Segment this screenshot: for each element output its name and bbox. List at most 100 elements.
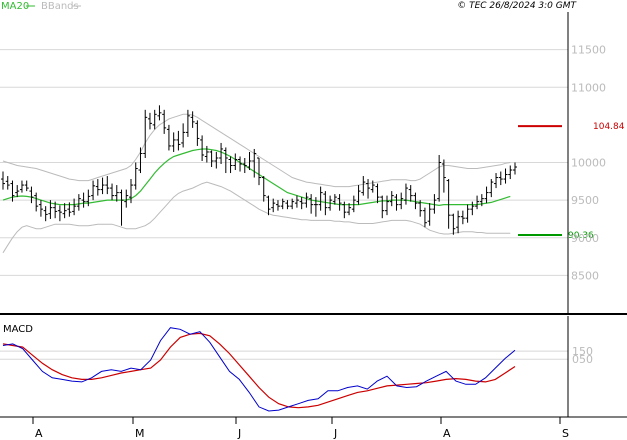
- price-bar: [394, 194, 399, 211]
- price-bar: [176, 130, 181, 151]
- price-bar: [380, 195, 385, 219]
- price-bar: [223, 147, 228, 174]
- ma20-line: [2, 148, 511, 207]
- price-gridlines: [0, 49, 568, 276]
- price-bar: [475, 195, 480, 210]
- x-tick-label: M: [135, 427, 145, 440]
- price-bar: [257, 157, 261, 186]
- price-bar: [465, 204, 470, 223]
- price-bar: [143, 109, 148, 158]
- x-tick-label: J: [333, 427, 337, 440]
- price-bar: [171, 132, 176, 152]
- price-bar: [451, 213, 456, 235]
- price-y-tick-label: 10000: [571, 157, 606, 170]
- price-bar: [413, 192, 418, 210]
- price-bar: [100, 177, 105, 195]
- price-y-tick-label: 11500: [571, 44, 606, 57]
- price-bar: [280, 198, 285, 210]
- macd-y-tick-label: 050: [572, 353, 593, 366]
- price-bar: [261, 176, 266, 202]
- price-bar: [152, 109, 157, 130]
- legend-bbands-label: BBands: [41, 1, 79, 12]
- price-bar: [200, 135, 205, 161]
- price-bar: [29, 186, 34, 204]
- price-bar: [361, 176, 366, 196]
- x-tick-label: S: [562, 427, 569, 440]
- x-tick-label: A: [35, 427, 43, 440]
- price-bar: [67, 202, 72, 217]
- price-bar: [166, 124, 171, 151]
- price-bar: [204, 145, 209, 163]
- price-bar: [157, 105, 162, 121]
- price-bar: [34, 192, 39, 212]
- price-bar: [503, 168, 508, 184]
- price-bar: [91, 180, 96, 201]
- price-bar: [133, 162, 138, 190]
- price-bar: [304, 192, 309, 208]
- price-bar: [385, 195, 389, 216]
- price-bar: [389, 191, 394, 207]
- resistance-label: 104.84: [593, 122, 625, 132]
- macd-title: MACD: [3, 324, 33, 335]
- price-bar: [441, 159, 446, 193]
- price-bar: [437, 154, 442, 202]
- price-bar: [247, 151, 252, 171]
- x-tick-label: J: [237, 427, 241, 440]
- price-y-tick-label: 9000: [571, 232, 599, 245]
- price-y-ticks: 11500 11000 10000 9500 9000 8500: [571, 44, 606, 283]
- price-bar: [190, 111, 195, 128]
- bbands-lower-line: [2, 181, 511, 254]
- price-bar: [275, 200, 280, 211]
- price-bar: [271, 198, 276, 213]
- price-bar: [15, 185, 20, 198]
- price-bar: [460, 210, 465, 225]
- price-bar: [342, 201, 347, 219]
- price-bar: [38, 200, 43, 217]
- price-bar: [375, 183, 380, 204]
- bbands-upper-line: [2, 113, 511, 188]
- price-bar: [422, 207, 427, 228]
- price-bar: [290, 198, 295, 210]
- price-bar: [456, 210, 461, 234]
- price-bar: [228, 156, 233, 174]
- price-bar: [43, 206, 48, 222]
- price-bar: [432, 194, 437, 214]
- price-bar: [72, 198, 77, 216]
- price-bar: [219, 142, 224, 165]
- price-bar: [24, 180, 29, 192]
- macd-gridlines: [0, 350, 568, 360]
- price-bar: [238, 156, 243, 172]
- price-bar: [95, 179, 100, 196]
- price-bar: [508, 165, 513, 180]
- macd-lines-layer: [2, 327, 516, 412]
- price-bar: [181, 123, 186, 148]
- price-bar: [309, 194, 314, 214]
- price-bar: [48, 200, 53, 219]
- legend-ma20-label: MA20: [1, 1, 29, 12]
- ma20-layer: [2, 148, 511, 207]
- price-bar: [81, 192, 86, 208]
- price-bar: [119, 189, 124, 226]
- support-label: 90.36: [568, 231, 594, 241]
- price-y-tick-label: 9500: [571, 194, 599, 207]
- price-bar: [209, 150, 214, 168]
- price-bar: [86, 189, 91, 207]
- price-bar: [427, 203, 432, 226]
- price-bar: [185, 109, 190, 137]
- price-y-tick-label: 11000: [571, 81, 606, 94]
- price-bar: [114, 185, 119, 202]
- legend: MA20 BBands: [1, 1, 81, 12]
- price-bar: [470, 201, 475, 216]
- price-bar: [242, 157, 247, 174]
- price-bar: [5, 176, 10, 190]
- price-bar: [195, 120, 200, 146]
- price-bar: [214, 151, 219, 169]
- price-bar: [403, 183, 408, 205]
- price-bar: [266, 195, 271, 216]
- price-bar: [1, 171, 5, 190]
- price-bar: [494, 173, 499, 189]
- price-bar: [366, 179, 371, 199]
